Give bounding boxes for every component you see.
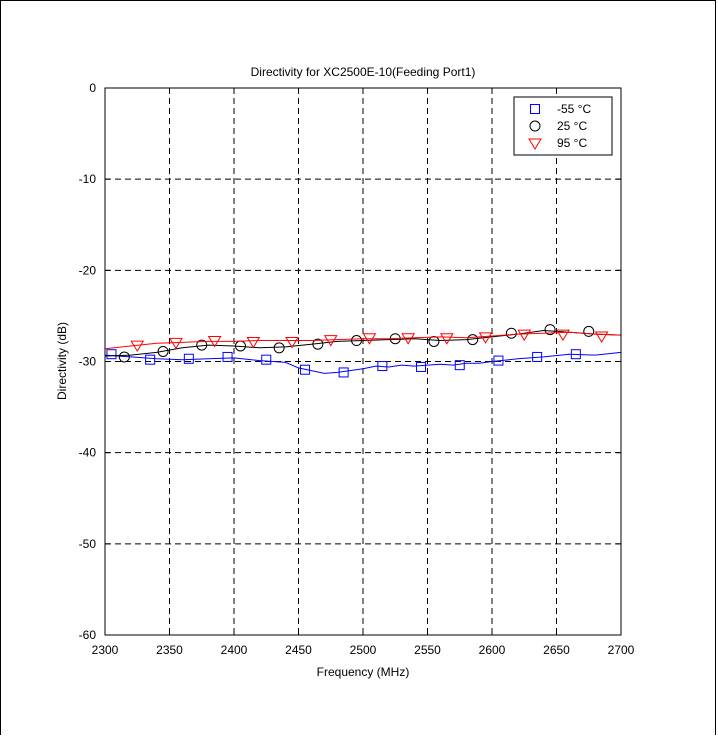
legend: -55 °C 25 °C 95 °C: [513, 96, 613, 156]
x-tick-label: 2450: [285, 643, 312, 657]
legend-label: -55 °C: [557, 102, 591, 116]
y-tick-label: -60: [79, 628, 97, 642]
data-point-circle: [157, 345, 169, 357]
series-line: [104, 331, 622, 350]
data-point-triangle: [130, 340, 145, 353]
y-tick-label: -30: [79, 355, 97, 369]
data-point-triangle: [246, 336, 261, 349]
series-line: [104, 329, 622, 357]
data-point-triangle: [528, 138, 542, 150]
data-point-circle: [312, 338, 324, 350]
data-point-triangle: [517, 329, 532, 342]
series-circle: [104, 324, 622, 363]
x-tick-label: 2650: [543, 643, 570, 657]
data-point-square: [454, 360, 465, 371]
legend-label: 25 °C: [557, 119, 587, 133]
data-point-triangle: [594, 331, 609, 343]
legend-entry: 95 °C: [528, 136, 587, 150]
x-tick-label: 2700: [608, 643, 635, 657]
grid: [105, 88, 621, 635]
data-point-circle: [505, 327, 517, 339]
data-point-square: [493, 355, 504, 366]
data-point-triangle: [207, 336, 222, 348]
series-triangle-down: [104, 329, 622, 353]
data-point-circle: [467, 334, 479, 346]
data-point-square: [261, 354, 272, 365]
data-point-square: [377, 361, 388, 372]
x-tick-label: 2350: [156, 643, 183, 657]
y-tick-label: -40: [79, 446, 97, 460]
ticks: 2300 2350 2400 2450 2500 2550 2600 2650 2700 0 -10…: [79, 81, 635, 657]
data-point-square: [530, 104, 540, 114]
data-point-circle: [583, 325, 595, 337]
data-point-circle: [428, 335, 440, 347]
data-point-triangle: [556, 329, 570, 342]
x-tick-label: 2500: [350, 643, 377, 657]
data-point-circle: [118, 351, 130, 363]
x-tick-label: 2550: [414, 643, 441, 657]
y-tick-label: -20: [79, 263, 97, 277]
x-tick-label: 2300: [92, 643, 119, 657]
data-point-square: [416, 361, 427, 372]
series-square: [104, 349, 622, 378]
x-tick-label: 2400: [221, 643, 248, 657]
series-layer: [104, 324, 622, 378]
y-tick-label: -10: [79, 172, 97, 186]
data-point-triangle: [323, 335, 338, 347]
x-tick-label: 2600: [479, 643, 506, 657]
y-axis-label: Directivity (dB): [55, 322, 69, 400]
series-line: [104, 351, 622, 374]
data-point-circle: [196, 339, 208, 351]
chart-title: Directivity for XC2500E-10(Feeding Port1…: [251, 65, 476, 79]
legend-label: 95 °C: [557, 136, 587, 150]
legend-entry: -55 °C: [530, 102, 591, 116]
data-point-triangle: [401, 333, 416, 345]
data-point-triangle: [285, 336, 299, 349]
data-point-triangle: [362, 333, 377, 345]
data-point-triangle: [478, 332, 493, 344]
y-tick-label: -50: [79, 537, 97, 551]
data-point-square: [299, 364, 310, 375]
data-point-circle: [529, 120, 541, 132]
data-point-triangle: [169, 337, 183, 350]
data-point-circle: [273, 342, 285, 354]
y-tick-label: 0: [89, 81, 96, 95]
data-point-square: [106, 349, 117, 360]
data-point-square: [145, 354, 156, 365]
legend-entry: 25 °C: [529, 119, 587, 133]
x-axis-label: Frequency (MHz): [317, 665, 410, 679]
data-point-square: [570, 349, 581, 360]
data-point-square: [222, 351, 233, 362]
data-point-circle: [351, 335, 363, 347]
data-point-triangle: [439, 333, 454, 345]
data-point-square: [183, 353, 194, 364]
data-point-square: [338, 367, 349, 378]
data-point-square: [532, 351, 543, 362]
data-point-circle: [544, 324, 556, 336]
